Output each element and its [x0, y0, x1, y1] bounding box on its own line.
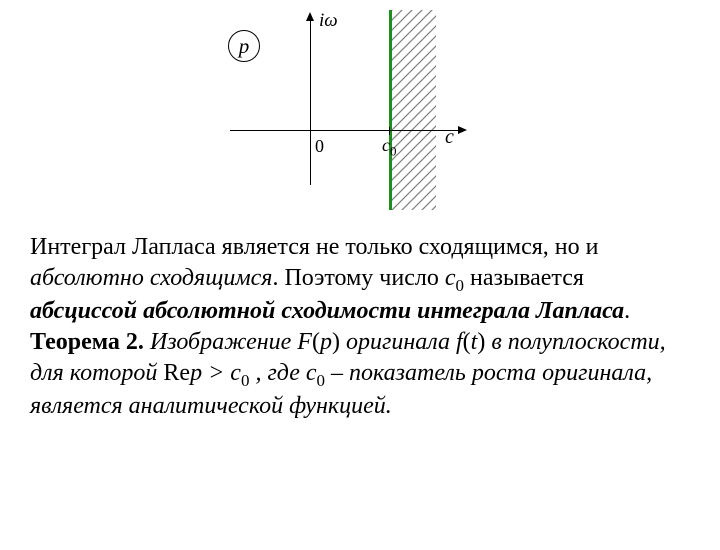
text-s2g: ( — [463, 329, 471, 355]
text-s2a: Теорема 2. — [30, 329, 144, 355]
text-s2e: ) — [332, 329, 346, 355]
y-axis-label: iω — [319, 10, 338, 32]
complex-plane-diagram: p iω 0 c0 c — [180, 10, 500, 220]
text-s1a: Интеграл Лапласа является не только сход… — [30, 234, 598, 260]
text-s2k: Re — [163, 360, 190, 386]
text-s1b: абсолютно сходящимся — [30, 265, 272, 291]
text-s1f: называется — [464, 265, 584, 291]
text-s1d: с — [445, 265, 456, 291]
text-s2f: оригинала f — [346, 329, 463, 355]
text-s2n: , где с — [249, 360, 316, 386]
real-axis — [230, 130, 460, 131]
x-axis-arrow — [458, 126, 467, 134]
imaginary-axis — [310, 15, 311, 185]
y-axis-arrow — [306, 12, 314, 21]
p-label-circle: p — [228, 30, 260, 62]
hatched-region — [392, 10, 436, 210]
text-s1c: . Поэтому число — [272, 265, 444, 291]
text-s2b: Изображение F — [144, 329, 312, 355]
text-s1g: абсциссой абсолютной сходимости интеграл… — [30, 298, 624, 324]
c-axis-label: c — [445, 126, 454, 149]
convergence-line — [389, 10, 392, 210]
text-s1e: 0 — [455, 276, 464, 295]
c0-tick — [389, 127, 390, 135]
body-text: Интеграл Лапласа является не только сход… — [30, 232, 690, 422]
text-s2o: 0 — [317, 371, 326, 390]
text-s2l: p > c — [190, 360, 241, 386]
text-s1h: . — [624, 298, 630, 324]
text-s2d: p — [320, 329, 332, 355]
text-s2i: ) — [477, 329, 491, 355]
text-s2c: ( — [312, 329, 320, 355]
c0-label: c0 — [382, 135, 397, 160]
p-label: p — [239, 34, 250, 59]
origin-label: 0 — [315, 136, 324, 157]
